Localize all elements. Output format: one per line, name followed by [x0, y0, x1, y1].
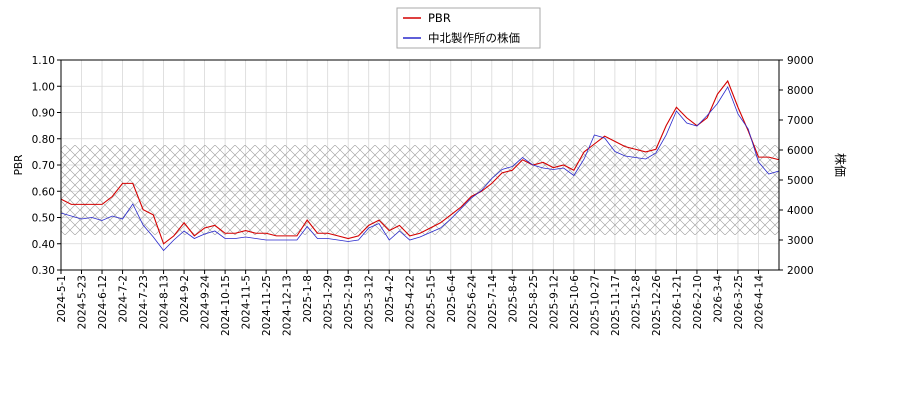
y2-tick-label: 6000 [787, 145, 814, 157]
x-tick-label: 2024-7-23 [138, 275, 150, 329]
x-tick-label: 2024-9-2 [179, 275, 191, 323]
x-tick-label: 2024-10-15 [220, 275, 232, 336]
data-line [60, 79, 780, 245]
x-tick-label: 2025-7-14 [487, 275, 499, 330]
y-tick-label: 0.60 [32, 186, 55, 198]
x-tick-label: 2025-10-27 [589, 275, 601, 336]
x-tick-label: 2025-9-12 [548, 275, 560, 329]
y2-tick-label: 2000 [787, 265, 814, 277]
x-tick-label: 2026-3-25 [733, 275, 745, 329]
y2-tick-label: 4000 [787, 205, 814, 217]
x-tick-label: 2024-5-23 [77, 275, 89, 329]
x-tick-label: 2025-6-24 [466, 275, 478, 330]
x-tick-label: 2024-12-13 [282, 275, 294, 336]
data-line [60, 86, 780, 252]
x-tick-label: 2025-1-8 [302, 275, 314, 323]
y-tick-label: 0.80 [32, 134, 55, 146]
legend [396, 7, 541, 49]
x-tick-label: 2025-8-4 [507, 275, 519, 323]
y-tick-label: 1.10 [32, 55, 55, 67]
x-tick-label: 2026-1-21 [671, 275, 683, 329]
y-tick-label: 0.30 [32, 265, 55, 277]
x-tick-label: 2025-12-8 [630, 275, 642, 329]
y-tick-label: 0.70 [32, 160, 55, 172]
x-tick-label: 2024-7-2 [118, 275, 130, 323]
x-tick-label: 2025-2-19 [343, 275, 355, 329]
x-tick-label: 2024-5-1 [56, 275, 68, 323]
x-tick-label: 2024-6-12 [97, 275, 109, 329]
y2-tick-label: 8000 [787, 85, 814, 97]
x-tick-label: 2025-1-29 [323, 275, 335, 329]
x-tick-label: 2025-11-17 [610, 275, 622, 336]
x-tick-label: 2024-11-5 [241, 275, 253, 329]
x-tick-label: 2025-12-26 [651, 275, 663, 336]
x-tick-label: 2025-8-25 [528, 275, 540, 329]
y-tick-label: 0.40 [32, 239, 55, 251]
x-tick-label: 2024-8-13 [159, 275, 171, 329]
x-tick-label: 2024-9-24 [200, 275, 212, 330]
y2-tick-label: 7000 [787, 115, 814, 127]
y-tick-label: 0.50 [32, 213, 55, 225]
x-tick-label: 2026-3-4 [712, 275, 724, 323]
x-tick-label: 2025-3-12 [364, 275, 376, 329]
y-tick-label: 0.90 [32, 108, 55, 120]
y-axis-label: PBR [13, 155, 25, 176]
y-tick-label: 1.00 [32, 81, 55, 93]
y2-tick-label: 3000 [787, 235, 814, 247]
hatched-band [61, 145, 779, 235]
y2-tick-label: 9000 [787, 55, 814, 67]
x-tick-label: 2025-6-4 [446, 275, 458, 323]
x-tick-label: 2024-11-25 [261, 275, 273, 336]
x-tick-label: 2025-5-15 [425, 275, 437, 329]
y2-axis-label: 株価 [833, 153, 848, 177]
x-tick-label: 2025-10-6 [569, 275, 581, 330]
x-tick-label: 2026-4-14 [753, 275, 765, 330]
legend-label: 中北製作所の株価 [428, 31, 520, 45]
x-tick-label: 2025-4-22 [405, 275, 417, 329]
legend-label: PBR [428, 11, 451, 25]
y2-tick-label: 5000 [787, 175, 814, 187]
x-tick-label: 2026-2-10 [692, 275, 704, 329]
x-tick-label: 2025-4-2 [384, 275, 396, 323]
